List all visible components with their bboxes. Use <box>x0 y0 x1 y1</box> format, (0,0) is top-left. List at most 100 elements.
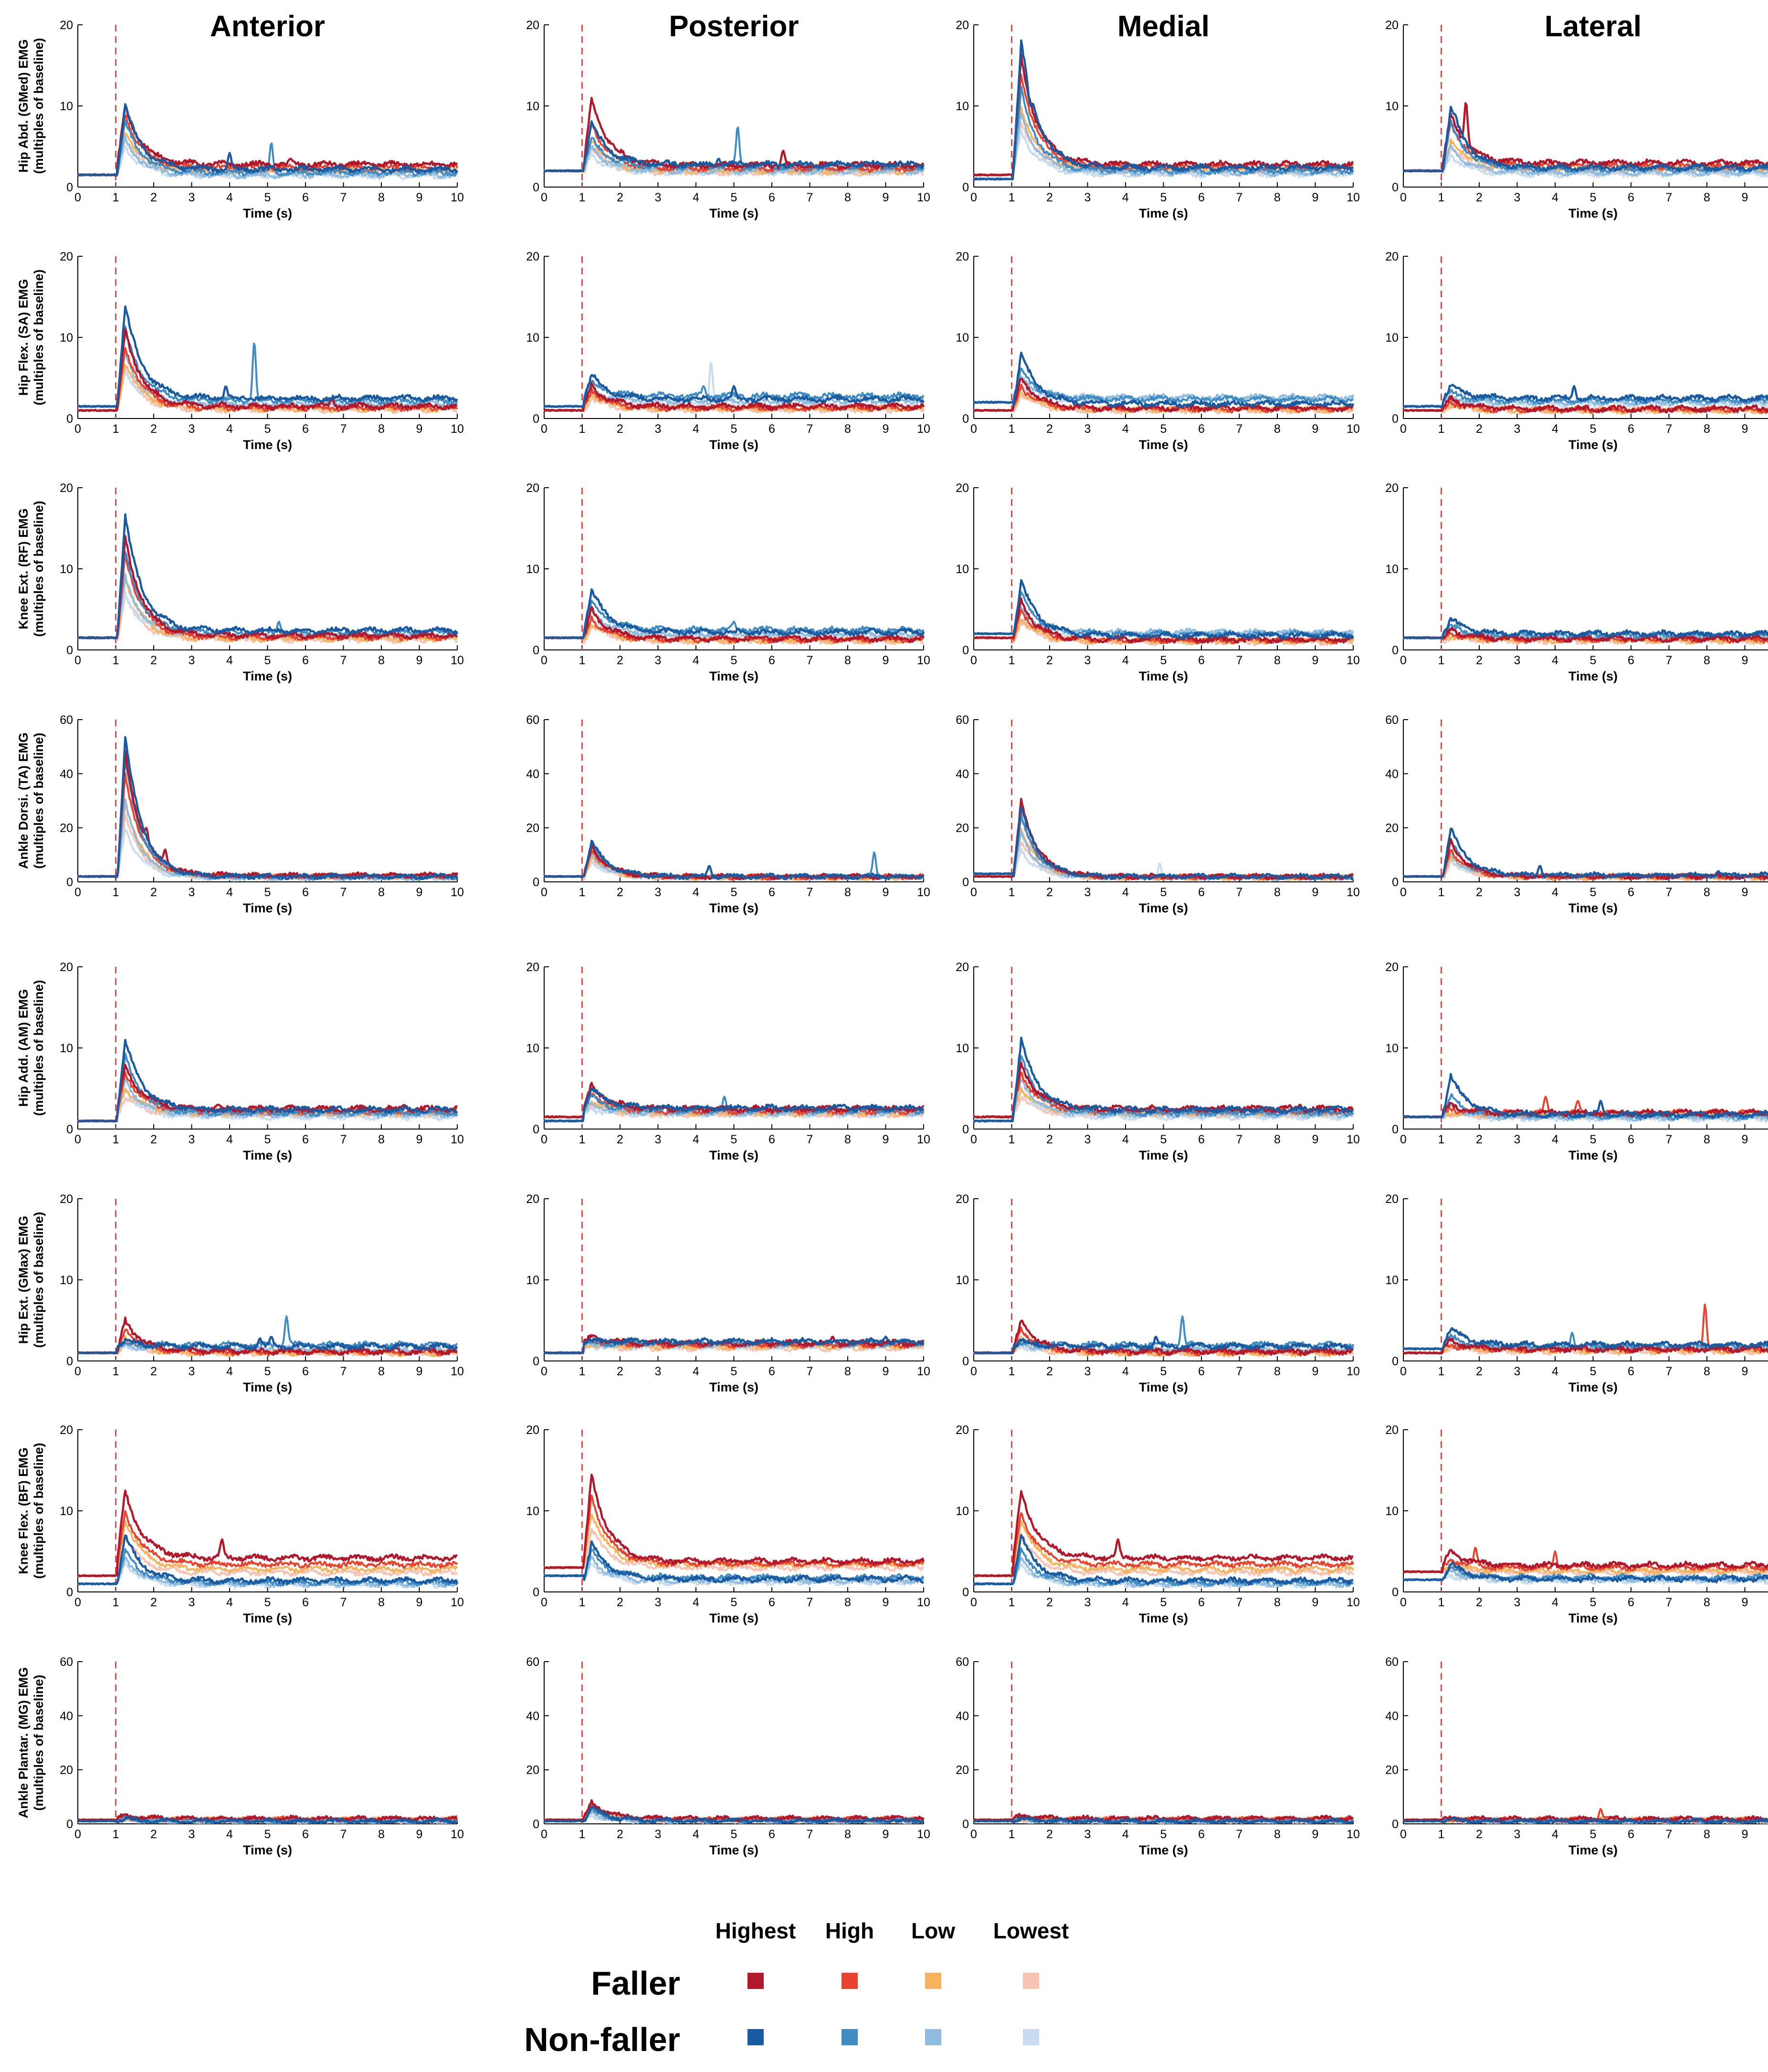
x-tick-label: 5 <box>264 886 271 899</box>
x-tick-label: 1 <box>1009 886 1015 899</box>
row-label-line2: (multiples of baseline) <box>32 1443 46 1579</box>
row-label-7: Ankle Plantar. (MG) EMG (multiples of bas… <box>16 1667 46 1819</box>
y-tick-label: 10 <box>1385 1274 1399 1287</box>
y-tick-label: 20 <box>60 250 73 263</box>
x-tick-label: 9 <box>1312 654 1319 667</box>
column-title-lateral: Lateral <box>1545 10 1642 43</box>
x-tick-label: 0 <box>541 1828 547 1841</box>
x-axis-label: Time (s) <box>709 1843 758 1857</box>
x-axis-label: Time (s) <box>243 1148 292 1162</box>
y-tick-label: 0 <box>533 1586 539 1599</box>
x-tick-label: 6 <box>1198 1596 1205 1609</box>
x-tick-label: 0 <box>970 1365 977 1378</box>
panel-r2-c1: 0 10 20 0 1 2 3 4 5 6 7 8 9 10 Time (s) <box>526 481 930 683</box>
y-tick-label: 0 <box>66 876 73 889</box>
trace-faller-highest <box>1403 102 1768 173</box>
x-tick-label: 5 <box>731 422 737 436</box>
x-axis-label: Time (s) <box>1568 1611 1618 1625</box>
row-label-line1: Hip Abd. (GMed) EMG <box>16 39 31 172</box>
x-tick-label: 8 <box>844 1828 851 1841</box>
x-tick-label: 7 <box>807 1365 813 1378</box>
y-tick-label: 10 <box>956 563 969 576</box>
x-tick-label: 10 <box>917 654 930 667</box>
x-tick-label: 5 <box>1590 1365 1597 1378</box>
y-tick-label: 20 <box>956 481 969 495</box>
x-tick-label: 7 <box>807 886 813 899</box>
x-axis-label: Time (s) <box>243 669 292 683</box>
y-tick-label: 20 <box>526 961 539 974</box>
x-tick-label: 3 <box>655 1828 662 1841</box>
trace-non-faller-highest <box>973 1036 1354 1123</box>
x-tick-label: 2 <box>1046 654 1053 667</box>
y-tick-label: 0 <box>533 644 539 657</box>
x-tick-label: 3 <box>189 191 195 204</box>
x-tick-label: 8 <box>1704 1828 1710 1841</box>
row-label-line1: Hip Flex. (SA) EMG <box>16 279 31 396</box>
x-axis-label: Time (s) <box>1568 438 1618 452</box>
y-tick-label: 10 <box>60 1042 73 1055</box>
x-tick-label: 5 <box>1590 886 1597 899</box>
x-tick-label: 3 <box>1084 1596 1091 1609</box>
panel-r0-c2: 0 10 20 0 1 2 3 4 5 6 7 8 9 10 Time (s) <box>956 19 1360 220</box>
x-tick-label: 8 <box>1274 654 1281 667</box>
x-tick-label: 7 <box>1666 1828 1673 1841</box>
column-title-medial: Medial <box>1117 10 1210 43</box>
x-tick-label: 1 <box>579 1596 586 1609</box>
x-tick-label: 2 <box>150 191 157 204</box>
x-tick-label: 1 <box>579 191 586 204</box>
x-tick-label: 7 <box>1236 1596 1243 1609</box>
y-tick-label: 10 <box>956 100 969 113</box>
trace-non-faller-highest <box>543 588 925 639</box>
x-tick-label: 2 <box>1046 1596 1053 1609</box>
trace-faller-highest <box>973 597 1354 644</box>
x-tick-label: 2 <box>617 191 623 204</box>
x-tick-label: 4 <box>693 422 699 436</box>
x-tick-label: 5 <box>1160 654 1167 667</box>
x-tick-label: 3 <box>1084 654 1091 667</box>
y-tick-label: 0 <box>962 412 969 426</box>
x-tick-label: 9 <box>1312 191 1319 204</box>
y-tick-label: 40 <box>956 767 969 781</box>
row-label-1: Hip Flex. (SA) EMG (multiples of baseline… <box>16 269 46 405</box>
trace-faller-high <box>1403 120 1768 173</box>
legend-swatch-faller-low <box>925 1973 941 1989</box>
x-tick-label: 10 <box>451 422 464 436</box>
x-tick-label: 0 <box>541 654 547 667</box>
x-tick-label: 6 <box>768 886 775 899</box>
trace-non-faller-highest <box>973 806 1354 880</box>
legend: Highest High Low Lowest Faller Non-faller <box>524 1918 1069 2058</box>
panel-r7-c1: 0 20 40 60 0 1 2 3 4 5 6 7 8 9 10 Time (s) <box>526 1655 930 1857</box>
x-tick-label: 2 <box>617 886 623 899</box>
trace-non-faller-highest <box>973 39 1354 181</box>
x-tick-label: 6 <box>302 1596 309 1609</box>
x-tick-label: 6 <box>302 1365 309 1378</box>
trace-faller-highest <box>973 1061 1354 1119</box>
trace-non-faller-highest <box>544 1540 925 1584</box>
legend-group-faller: Faller <box>591 1965 680 2002</box>
x-tick-label: 9 <box>1742 422 1748 436</box>
trace-non-faller-lowest <box>1403 154 1768 179</box>
trace-non-faller-high <box>544 599 925 639</box>
y-tick-label: 20 <box>1385 1764 1399 1777</box>
x-tick-label: 7 <box>1236 654 1243 667</box>
x-tick-label: 0 <box>74 1596 81 1609</box>
x-tick-label: 4 <box>1552 1365 1558 1378</box>
x-tick-label: 9 <box>1742 1133 1748 1146</box>
x-tick-label: 6 <box>768 191 775 204</box>
x-tick-label: 0 <box>74 191 81 204</box>
row-label-line1: Knee Ext. (RF) EMG <box>16 508 31 629</box>
y-tick-label: 20 <box>1385 1193 1399 1206</box>
x-tick-label: 6 <box>1628 422 1634 436</box>
x-tick-label: 3 <box>655 1596 662 1609</box>
trace-faller-low <box>77 1088 458 1123</box>
x-tick-label: 8 <box>1274 1133 1281 1146</box>
x-tick-label: 5 <box>731 654 737 667</box>
x-tick-label: 8 <box>378 1133 385 1146</box>
row-label-line2: (multiples of baseline) <box>32 1212 46 1348</box>
x-tick-label: 9 <box>416 1365 423 1378</box>
x-tick-label: 8 <box>1274 1365 1281 1378</box>
trace-non-faller-highest <box>77 1336 458 1355</box>
trace-faller-lowest <box>77 814 458 881</box>
trace-non-faller-highest <box>77 513 458 639</box>
x-tick-label: 2 <box>1476 1596 1483 1609</box>
